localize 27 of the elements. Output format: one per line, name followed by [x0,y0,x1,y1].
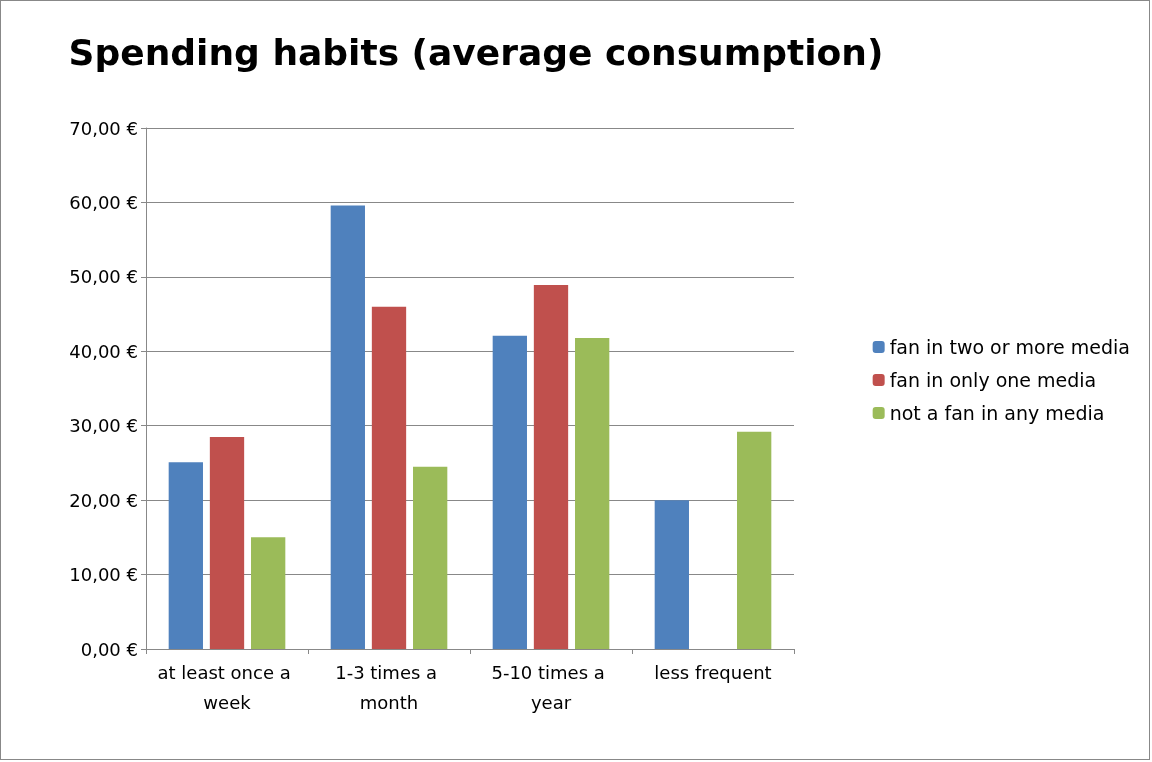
y-tick-label: 50,00 € [69,266,138,288]
y-tick-label: 10,00 € [69,564,138,586]
bar [575,337,610,649]
y-tick-label: 0,00 € [80,638,138,660]
y-tick-label: 40,00 € [69,340,138,362]
bar [413,466,448,649]
x-tick-label: at least once a week [157,661,297,713]
bar [533,285,569,649]
chart-title: Spending habits (average consumption) [68,31,884,73]
bar [251,537,286,649]
bar [168,462,203,649]
y-tick-label: 30,00 € [69,415,138,437]
y-tick-label: 20,00 € [69,489,138,511]
bar [371,306,407,649]
x-tick-label: 5-10 times a year [491,661,611,713]
bar [209,436,245,649]
x-tick-label: 1-3 times a month [335,661,443,713]
legend-label: not a fan in any media [889,402,1105,424]
bar [330,205,365,649]
bar [737,431,772,649]
x-tick-label: less frequent [654,661,772,683]
y-tick-label: 60,00 € [69,191,138,213]
legend-label: fan in two or more media [889,336,1130,358]
legend-label: fan in only one media [889,369,1097,391]
y-tick-label: 70,00 € [69,117,138,139]
bar [492,335,527,649]
bar [654,500,689,649]
